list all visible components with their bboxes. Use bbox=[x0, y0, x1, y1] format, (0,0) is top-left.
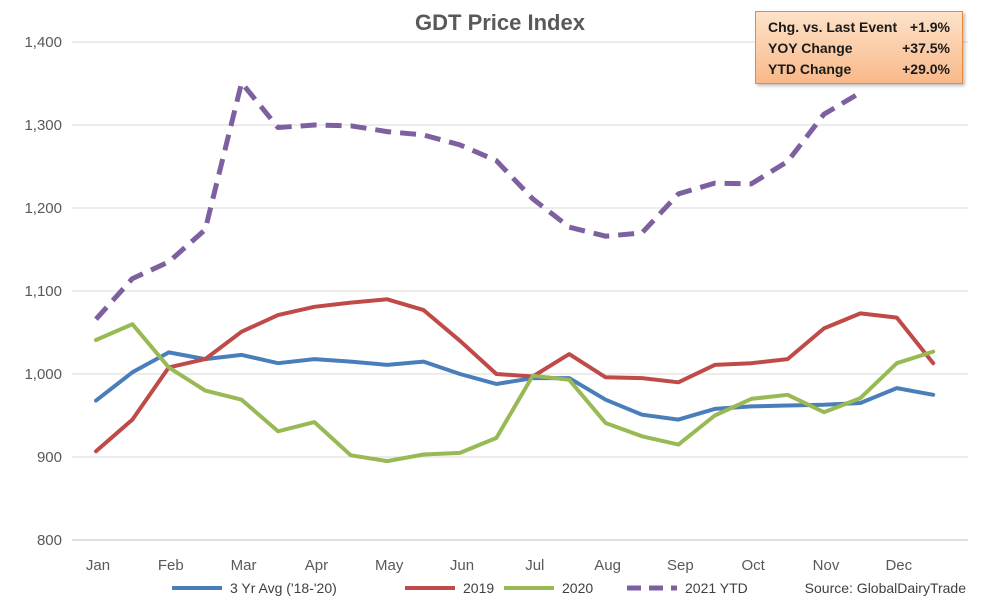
x-tick-label: Jul bbox=[525, 557, 544, 574]
series-line-3 bbox=[94, 80, 862, 321]
x-tick-label: Mar bbox=[231, 557, 257, 574]
y-tick-label: 1,000 bbox=[24, 366, 62, 383]
stat-row-yoy: YOY Change +37.5% bbox=[768, 38, 950, 59]
stat-row-last-event: Chg. vs. Last Event +1.9% bbox=[768, 17, 950, 38]
legend-label: 2021 YTD bbox=[685, 580, 748, 596]
legend-label: 3 Yr Avg ('18-'20) bbox=[230, 580, 337, 596]
stat-value: +29.0% bbox=[902, 61, 950, 77]
x-tick-label: Apr bbox=[305, 557, 328, 574]
x-tick-label: Sep bbox=[667, 557, 694, 574]
x-tick-label: Aug bbox=[594, 557, 621, 574]
series-line-2 bbox=[94, 322, 936, 464]
x-tick-label: Nov bbox=[813, 557, 840, 574]
stat-label: YTD Change bbox=[768, 61, 852, 77]
x-tick-label: Dec bbox=[885, 557, 912, 574]
stat-value: +37.5% bbox=[902, 40, 950, 56]
y-tick-label: 1,400 bbox=[24, 34, 62, 51]
y-tick-label: 900 bbox=[37, 449, 62, 466]
chart-title: GDT Price Index bbox=[415, 10, 586, 35]
series-line-0 bbox=[94, 350, 936, 422]
y-tick-label: 1,300 bbox=[24, 117, 62, 134]
legend-label: 2020 bbox=[562, 580, 593, 596]
y-tick-label: 800 bbox=[37, 532, 62, 549]
y-tick-label: 1,100 bbox=[24, 283, 62, 300]
source-note: Source: GlobalDairyTrade bbox=[805, 580, 967, 596]
stat-value: +1.9% bbox=[909, 19, 950, 35]
x-tick-label: Feb bbox=[158, 557, 184, 574]
series-line-1 bbox=[94, 297, 936, 454]
x-tick-label: Oct bbox=[742, 557, 766, 574]
x-tick-label: Jun bbox=[450, 557, 474, 574]
stat-label: Chg. vs. Last Event bbox=[768, 19, 898, 35]
legend-label: 2019 bbox=[463, 580, 494, 596]
stat-label: YOY Change bbox=[768, 40, 853, 56]
stat-row-ytd: YTD Change +29.0% bbox=[768, 59, 950, 80]
x-tick-label: May bbox=[375, 557, 404, 574]
y-tick-label: 1,200 bbox=[24, 200, 62, 217]
stats-box: Chg. vs. Last Event +1.9% YOY Change +37… bbox=[755, 11, 963, 84]
x-tick-label: Jan bbox=[86, 557, 110, 574]
